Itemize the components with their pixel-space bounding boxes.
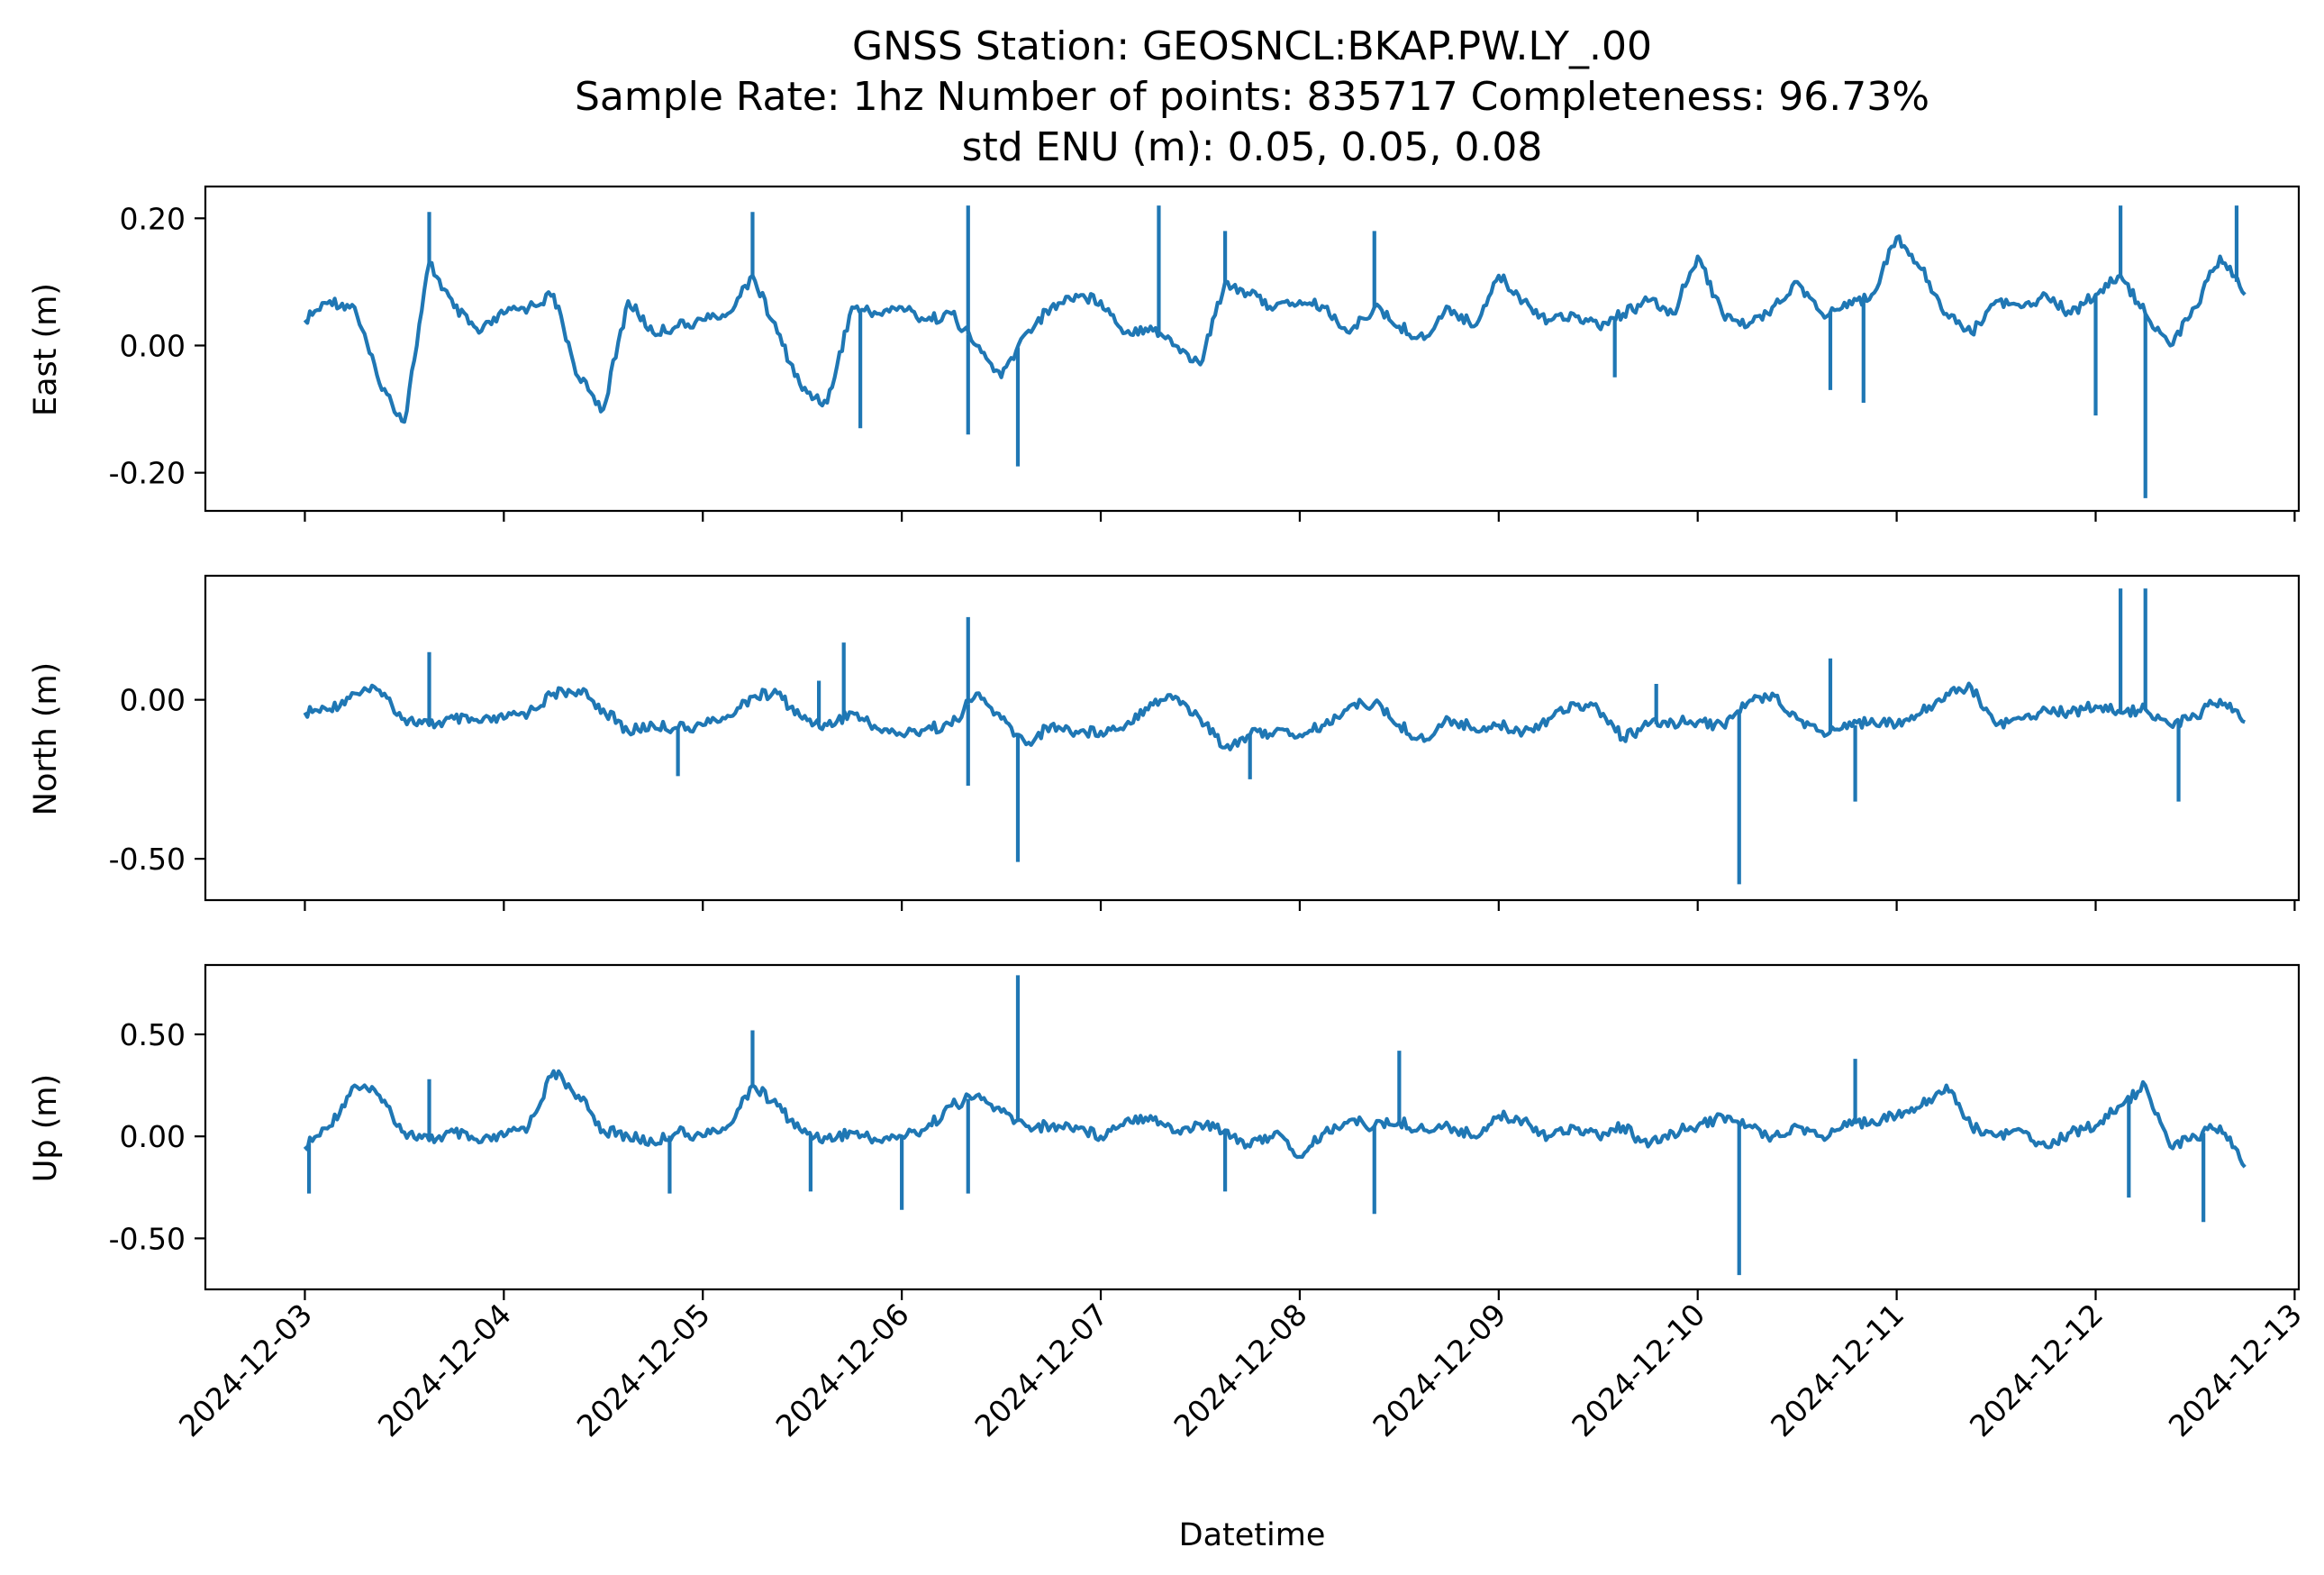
north-series-line xyxy=(303,681,2246,751)
east-series-line xyxy=(303,234,2247,424)
north-ytick-label: 0.00 xyxy=(120,683,186,718)
east-ylabel: East (m) xyxy=(28,283,64,416)
east-ytick-label: -0.20 xyxy=(109,456,186,491)
up-ytick-label: 0.50 xyxy=(120,1017,186,1052)
east-panel: East (m) 0.20 0.00 -0.20 xyxy=(28,185,2301,522)
up-series-line xyxy=(303,1069,2247,1169)
east-ytick-label: 0.20 xyxy=(120,201,186,236)
up-plot-frame xyxy=(204,963,2301,1291)
north-panel: North (m) 0.00 -0.50 xyxy=(28,574,2301,911)
up-ylabel: Up (m) xyxy=(28,1074,64,1182)
east-ytick-label: 0.00 xyxy=(120,328,186,363)
figure-title-line-1: GNSS Station: GEOSNCL:BKAP.PW.LY_.00 xyxy=(852,23,1652,69)
up-ytick-label: 0.00 xyxy=(120,1119,186,1154)
north-plot-frame xyxy=(204,574,2301,902)
east-plot-frame xyxy=(204,185,2301,513)
north-ylabel: North (m) xyxy=(28,662,64,815)
up-ytick-label: -0.50 xyxy=(109,1221,186,1256)
x-axis-label: Datetime xyxy=(1179,1517,1326,1553)
figure-title-line-2: Sample Rate: 1hz Number of points: 83571… xyxy=(575,74,1929,120)
north-ytick-label: -0.50 xyxy=(109,842,186,877)
figure-title-line-3: std ENU (m): 0.05, 0.05, 0.08 xyxy=(962,124,1543,170)
